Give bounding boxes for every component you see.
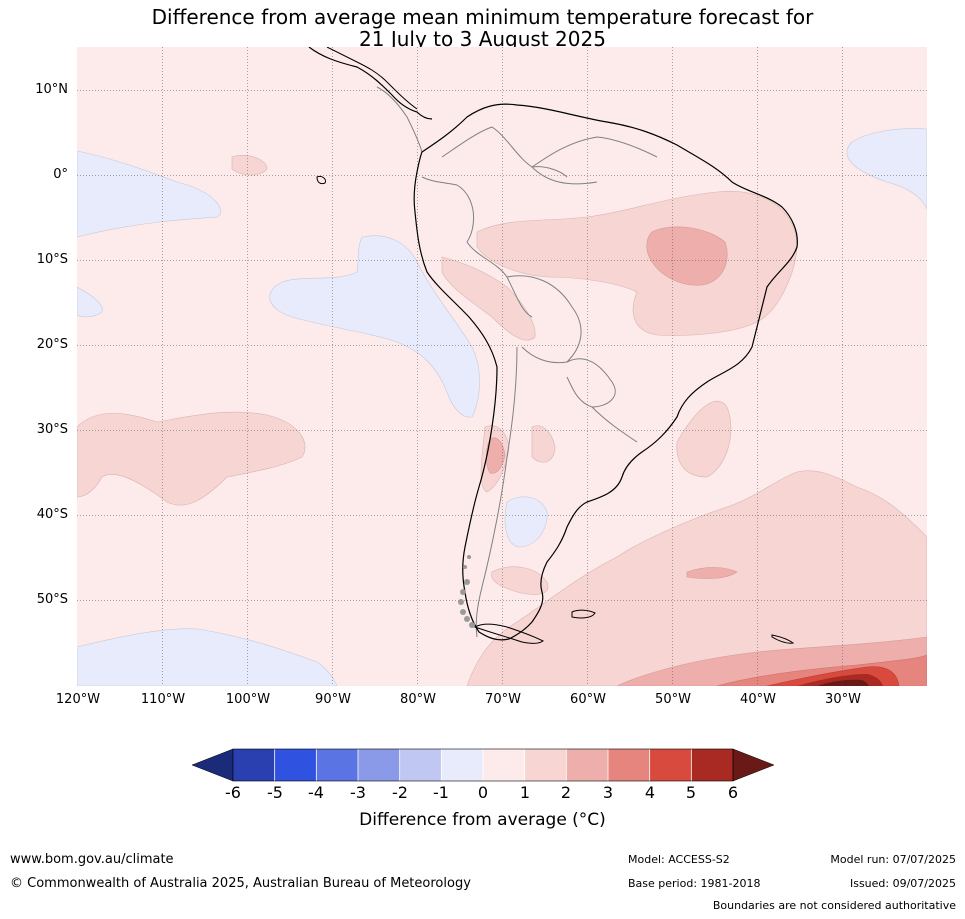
lon-label-100w: 100°W	[225, 692, 271, 707]
colorbar-label: Difference from average (°C)	[359, 810, 606, 830]
colorbar-dividers	[274, 749, 692, 781]
border-colombia-venezuela	[441, 126, 568, 178]
anomaly-region-neg-west-small	[77, 286, 103, 318]
border-paraguay	[566, 358, 616, 408]
anomaly-region-1-2-brazil	[476, 191, 798, 336]
colorbar-extend-low	[192, 748, 234, 782]
graticule	[77, 47, 927, 686]
border-uruguay	[591, 406, 638, 443]
colorbar-tick-neg4: -4	[308, 783, 324, 802]
colorbar-tick-3: 3	[602, 783, 614, 802]
island-south-georgia	[771, 634, 795, 644]
country-borders	[376, 86, 658, 638]
lon-label-70w: 70°W	[485, 692, 521, 707]
colorbar-segment-neg6-neg5	[233, 749, 275, 781]
anomaly-region-1-2-argentina	[531, 425, 556, 463]
colorbar-segment-neg1-0	[441, 749, 483, 781]
island-galapagos	[316, 176, 326, 185]
coastline-central-america-pacific	[326, 47, 418, 110]
colorbar-tick-6: 6	[727, 783, 739, 802]
anomaly-region-neg-patagonia	[504, 496, 548, 548]
lat-label-30s: 30°S	[36, 422, 68, 437]
lat-label-40s: 40°S	[36, 507, 68, 522]
lon-label-60w: 60°W	[570, 692, 606, 707]
footer-base-period: Base period: 1981-2018	[628, 877, 761, 890]
colorbar-segment-4-5	[649, 749, 692, 781]
lon-label-90w: 90°W	[315, 692, 351, 707]
border-guianas	[531, 136, 658, 168]
coastline-south-america	[413, 103, 798, 641]
colorbar	[192, 748, 774, 782]
island-falklands	[571, 609, 596, 619]
anomaly-region-1-2-andes	[441, 256, 536, 341]
colorbar-segment-neg5-neg4	[274, 749, 317, 781]
lat-label-0: 0°	[53, 167, 68, 182]
chart-title-line-1: Difference from average mean minimum tem…	[151, 5, 814, 29]
border-colombia-ecuador	[421, 176, 458, 186]
colorbar-segment-neg3-neg2	[358, 749, 400, 781]
anomaly-region-neg-peru-coast	[269, 235, 480, 418]
lon-label-110w: 110°W	[140, 692, 186, 707]
colorbar-tick-1: 1	[519, 783, 531, 802]
border-central-america	[376, 86, 423, 153]
footer-copyright: © Commonwealth of Australia 2025, Austra…	[10, 876, 471, 891]
anomaly-region-1-2-west-equator-small	[231, 155, 268, 176]
colorbar-segment-1-2	[524, 749, 567, 781]
colorbar-tick-neg1: -1	[433, 783, 449, 802]
forecast-map	[77, 47, 927, 686]
lon-label-80w: 80°W	[400, 692, 436, 707]
anomaly-region-2-3-brazil-core	[646, 226, 728, 286]
lon-label-120w: 120°W	[55, 692, 101, 707]
border-brazil-north	[531, 166, 598, 185]
lat-label-20s: 20°S	[36, 337, 68, 352]
colorbar-tick-neg6: -6	[225, 783, 241, 802]
footer-model: Model: ACCESS-S2	[628, 853, 730, 866]
colorbar-segment-5-6	[691, 749, 733, 781]
colorbar-tick-4: 4	[644, 783, 656, 802]
island-tierra-del-fuego	[473, 623, 544, 644]
border-chile-argentina	[475, 346, 518, 638]
anomaly-region-neg-southwest	[77, 628, 338, 686]
lon-label-40w: 40°W	[740, 692, 776, 707]
chart-title-line-2: 21 July to 3 August 2025	[359, 27, 606, 51]
anomaly-region-1-2-southeast-atlantic	[676, 401, 732, 478]
border-bolivia	[506, 275, 582, 364]
lat-label-10s: 10°S	[36, 252, 68, 267]
anomaly-region-1-2-pacific-band	[77, 411, 306, 506]
colorbar-segment-0-1	[483, 749, 525, 781]
anomaly-region-2-3-atlantic-strip	[686, 567, 738, 579]
colorbar-segment-neg4-neg3	[316, 749, 358, 781]
anomaly-region-neg-west-equatorial	[77, 150, 221, 238]
colorbar-tick-5: 5	[685, 783, 697, 802]
footer-issued: Issued: 09/07/2025	[849, 877, 956, 890]
coastline-central-america	[308, 47, 433, 120]
anomaly-region-1-2-patagonia-coast	[491, 566, 549, 595]
border-peru-brazil	[456, 184, 533, 318]
colorbar-segment-3-4	[608, 749, 650, 781]
chilean-archipelago	[458, 555, 475, 628]
lon-label-30w: 30°W	[825, 692, 861, 707]
colorbar-frame	[232, 748, 734, 782]
colorbar-segment-2-3	[566, 749, 608, 781]
footer-boundaries-note: Boundaries are not considered authoritat…	[712, 899, 956, 912]
footer-url: www.bom.gov.au/climate	[10, 852, 174, 867]
lat-label-50s: 50°S	[36, 592, 68, 607]
lat-label-10n: 10°N	[35, 82, 68, 97]
anomaly-region-gt6-south	[817, 679, 869, 686]
anomaly-region-neg-atlantic-east	[846, 128, 927, 210]
footer-model-run: Model run: 07/07/2025	[830, 853, 956, 866]
colorbar-tick-2: 2	[560, 783, 572, 802]
lon-label-50w: 50°W	[655, 692, 691, 707]
colorbar-segment-neg2-neg1	[399, 749, 442, 781]
colorbar-extend-high	[732, 748, 774, 782]
colorbar-tick-neg5: -5	[267, 783, 283, 802]
colorbar-tick-neg2: -2	[392, 783, 408, 802]
colorbar-tick-neg3: -3	[350, 783, 366, 802]
colorbar-tick-0: 0	[477, 783, 489, 802]
